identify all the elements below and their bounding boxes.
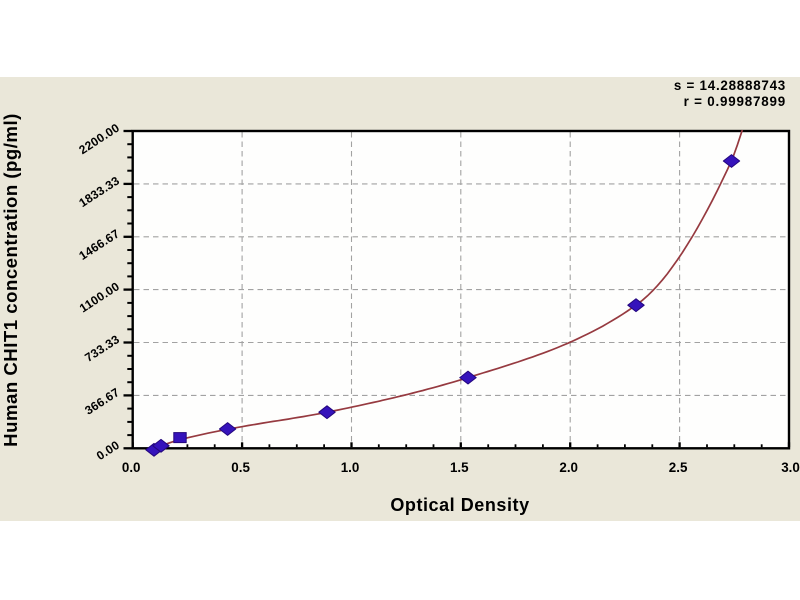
svg-text:1.0: 1.0	[341, 460, 360, 475]
svg-text:2.5: 2.5	[669, 460, 688, 475]
svg-text:2.0: 2.0	[559, 460, 578, 475]
svg-text:r = 0.99987899: r = 0.99987899	[684, 94, 786, 109]
svg-text:0.0: 0.0	[122, 460, 141, 475]
svg-text:Human CHIT1 concentration (pg/: Human CHIT1 concentration (pg/ml)	[0, 113, 21, 447]
svg-text:0.5: 0.5	[231, 460, 250, 475]
svg-text:s = 14.28888743: s = 14.28888743	[674, 78, 786, 93]
svg-text:1.5: 1.5	[450, 460, 469, 475]
svg-text:Optical Density: Optical Density	[390, 495, 529, 515]
svg-text:3.0: 3.0	[781, 460, 800, 475]
